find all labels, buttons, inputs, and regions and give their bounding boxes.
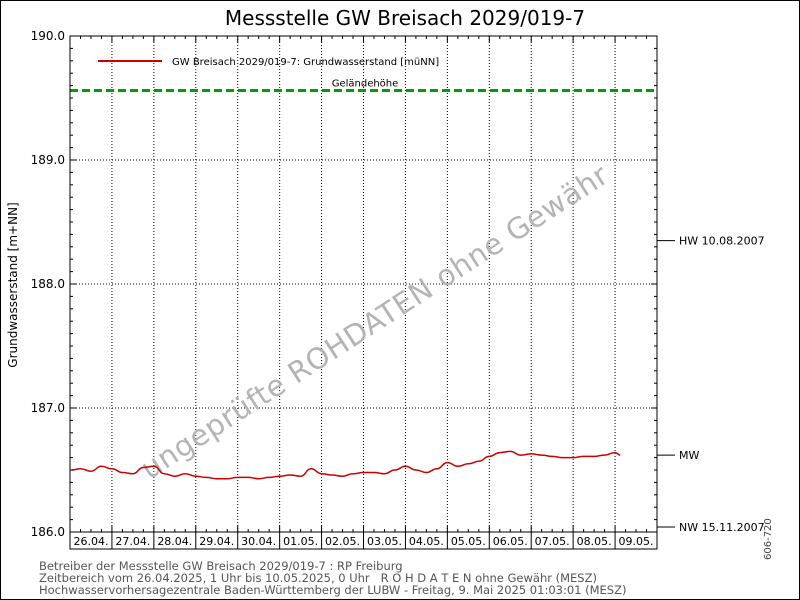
watermark-layer: ungeprüfte ROHDATEN ohne Gewähr <box>135 158 615 486</box>
x-tick-label: 30.04. <box>241 535 276 548</box>
watermark-text: ungeprüfte ROHDATEN ohne Gewähr <box>135 158 615 486</box>
x-tick-label: 06.05. <box>493 535 528 548</box>
footer-time-range: Zeitbereich vom 26.04.2025, 1 Uhr bis 10… <box>39 571 597 585</box>
x-tick-label: 28.04. <box>157 535 192 548</box>
x-tick-label: 04.05. <box>409 535 444 548</box>
legend: GW Breisach 2029/019-7: Grundwasserstand… <box>98 57 439 68</box>
ground-level-label: Geländehöhe <box>332 79 399 90</box>
series-line <box>71 450 621 480</box>
y-tick-label: 188.0 <box>31 277 65 291</box>
x-tick-label: 02.05. <box>325 535 360 548</box>
x-tick-label: 29.04. <box>199 535 234 548</box>
x-tick-label: 09.05. <box>619 535 654 548</box>
y-axis-label: Grundwasserstand [m+NN] <box>6 202 20 367</box>
x-tick-label: 05.05. <box>451 535 486 548</box>
side-code: 606-720 <box>763 518 774 560</box>
x-tick-label: 03.05. <box>367 535 402 548</box>
x-tick-label: 27.04. <box>115 535 150 548</box>
y-tick-label: 189.0 <box>31 153 65 167</box>
reference-label: MW <box>679 449 699 462</box>
x-tick-label: 08.05. <box>577 535 612 548</box>
footer: Betreiber der Messstelle GW Breisach 202… <box>39 560 626 596</box>
y-tick-label: 186.0 <box>31 525 65 539</box>
footer-operator: Betreiber der Messstelle GW Breisach 202… <box>39 559 403 573</box>
x-tick-label: 07.05. <box>535 535 570 548</box>
chart-title: Messstelle GW Breisach 2029/019-7 <box>225 6 585 30</box>
axes: 186.0 187.0 188.0 189.0 190.0 26.04. 27.04. 28.… <box>31 29 658 550</box>
reference-label: NW 15.11.2007 <box>679 521 765 534</box>
y-tick-label: 190.0 <box>31 29 65 43</box>
x-tick-label: 26.04. <box>73 535 108 548</box>
grid <box>70 36 657 532</box>
reference-lines: Geländehöhe HW 10.08.2007 MW NW 15.11.2007 <box>70 79 765 534</box>
legend-label: GW Breisach 2029/019-7: Grundwasserstand… <box>172 57 439 68</box>
chart: Messstelle GW Breisach 2029/019-7 ungepr… <box>6 6 765 550</box>
y-tick-label: 187.0 <box>31 401 65 415</box>
x-tick-label: 01.05. <box>283 535 318 548</box>
footer-publisher: Hochwasservorhersagezentrale Baden-Württ… <box>39 583 627 597</box>
reference-label: HW 10.08.2007 <box>679 235 765 248</box>
